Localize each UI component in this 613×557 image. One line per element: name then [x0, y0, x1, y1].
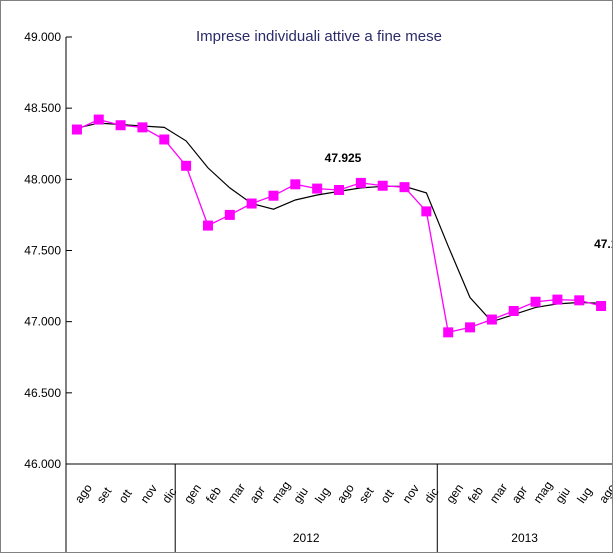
x-group-label: 2012 — [293, 531, 320, 545]
x-tick-label: mag — [268, 479, 293, 506]
x-tick-label: dic — [421, 485, 441, 506]
data-point-marker — [159, 134, 170, 145]
x-tick-label: apr — [247, 483, 268, 505]
data-point-marker — [246, 198, 257, 209]
data-point-marker — [421, 206, 432, 217]
data-point-marker — [290, 179, 301, 190]
data-point-marker — [508, 305, 519, 316]
chart-title: Imprese individuali attive a fine mese — [196, 28, 442, 45]
x-tick-label: lug — [312, 485, 333, 506]
x-tick-label: set — [356, 484, 377, 506]
x-tick-label: mar — [225, 481, 248, 506]
x-tick-label: feb — [465, 484, 486, 506]
data-point-marker — [552, 294, 563, 305]
data-point-marker — [268, 190, 279, 201]
data-point-marker — [181, 160, 192, 171]
axes: 46.000 46.500 47.000 47.500 48.000 48.500 49.0… — [24, 30, 613, 552]
x-tick-label: giu — [290, 485, 311, 506]
data-point-marker — [596, 301, 607, 312]
x-group-label: 2013 — [511, 531, 538, 545]
data-point-marker — [399, 182, 410, 193]
series-layer — [71, 114, 607, 338]
data-point-marker — [115, 120, 126, 131]
x-tick-label: nov — [400, 482, 423, 506]
data-point-marker — [334, 185, 344, 196]
data-point-marker — [137, 122, 148, 133]
x-tick-label: nov — [137, 482, 160, 506]
y-tick-label: 47.000 — [24, 315, 61, 329]
y-tick-label: 47.500 — [24, 244, 61, 258]
x-tick-label: ago — [72, 481, 95, 506]
x-tick-label: feb — [203, 484, 224, 506]
x-tick-label: ago — [596, 481, 612, 506]
data-point-marker — [486, 314, 497, 325]
x-tick-label: ott — [378, 486, 398, 506]
x-tick-label: gen — [443, 481, 466, 505]
x-tick-label: lug — [574, 485, 595, 506]
data-label: 47.925 — [325, 151, 362, 165]
data-point-marker — [312, 183, 323, 194]
x-tick-label: mar — [487, 481, 510, 506]
data-point-marker — [71, 124, 82, 135]
x-tick-label: ago — [334, 481, 357, 506]
x-tick-label: ott — [116, 486, 136, 506]
data-point-marker — [443, 327, 454, 338]
x-tick-label: gen — [181, 481, 204, 505]
y-tick-label: 46.500 — [24, 386, 61, 400]
data-label: 47.110 — [594, 237, 612, 251]
data-point-marker — [224, 209, 235, 220]
y-tick-label: 49.000 — [24, 30, 61, 44]
data-point-marker — [377, 180, 388, 191]
data-point-marker — [202, 220, 213, 231]
y-tick-label: 46.000 — [24, 457, 61, 471]
data-point-marker — [355, 177, 366, 188]
data-point-marker — [530, 296, 541, 307]
x-tick-label: dic — [159, 485, 179, 506]
data-point-marker — [574, 295, 585, 306]
y-tick-label: 48.500 — [24, 101, 61, 115]
y-tick-label: 48.000 — [24, 172, 61, 186]
x-tick-label: giu — [552, 485, 573, 506]
data-point-marker — [93, 114, 104, 125]
data-label-layer: 47.925 47.110 — [325, 151, 613, 251]
data-point-marker — [465, 322, 476, 333]
x-tick-label: set — [94, 484, 115, 506]
x-tick-label: apr — [509, 483, 530, 505]
x-tick-label: mag — [531, 479, 556, 506]
